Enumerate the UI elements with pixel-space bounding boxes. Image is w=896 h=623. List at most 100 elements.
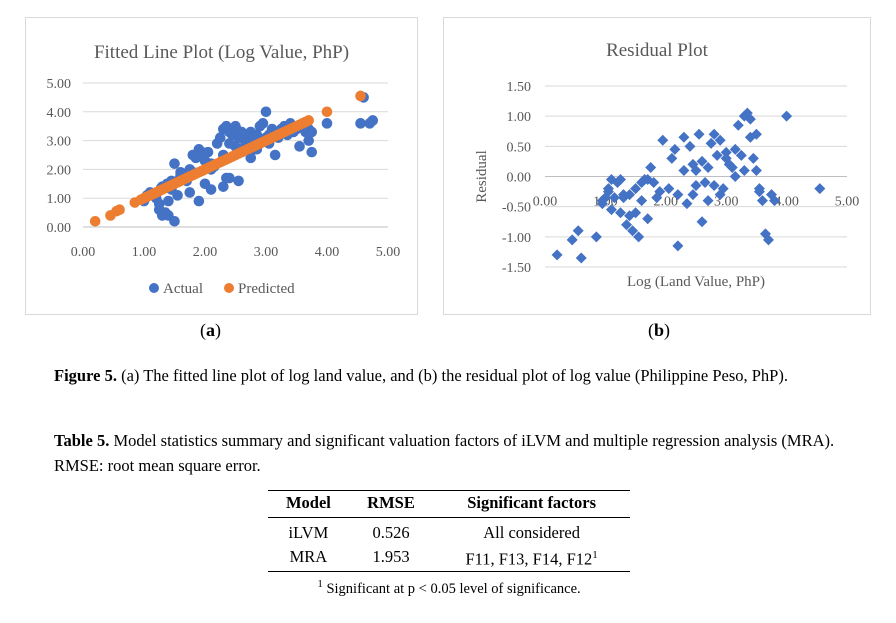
actual-point: [303, 135, 315, 146]
panel-b-label: (b): [648, 320, 671, 340]
residual-point: [699, 177, 711, 189]
residual-point: [621, 219, 633, 231]
residual-point: [735, 149, 747, 161]
residual-point: [708, 180, 720, 192]
residual-point: [627, 225, 639, 237]
residual-point: [708, 128, 720, 140]
residual-point: [590, 231, 602, 243]
y-tick-label: 1.00: [507, 110, 532, 125]
residual-point: [732, 119, 744, 131]
residual-point: [618, 192, 630, 204]
x-tick-label: 0.00: [533, 195, 558, 210]
residual-point: [624, 189, 636, 201]
table-cell: F11, F13, F14, F121: [433, 544, 630, 571]
actual-point: [294, 141, 305, 152]
residual-point: [756, 195, 768, 207]
y-tick-label: -0.50: [502, 201, 531, 216]
table-header-row: Model RMSE Significant factors: [268, 490, 630, 518]
residual-point: [781, 110, 793, 122]
y-tick-label: 5.00: [47, 77, 72, 92]
table-cell: iLVM: [288, 523, 329, 542]
y-tick-label: 0.00: [507, 171, 532, 186]
y-tick-label: 1.50: [507, 80, 532, 95]
residual-point: [678, 131, 690, 143]
y-tick-label: -1.50: [502, 261, 531, 276]
figure-caption-label: Figure 5.: [54, 366, 117, 385]
residual-point: [672, 189, 684, 201]
residual-point: [726, 161, 738, 173]
residual-point: [687, 158, 699, 170]
actual-point: [205, 184, 217, 195]
residual-point: [608, 192, 620, 204]
residual-point: [753, 183, 765, 195]
chart-title: Fitted Line Plot (Log Value, PhP): [93, 42, 350, 63]
residual-point: [729, 143, 741, 155]
residual-point: [738, 164, 750, 176]
table-cell: 1.953: [372, 547, 410, 567]
actual-point: [172, 190, 183, 201]
x-tick-label: 4.00: [774, 195, 799, 210]
residual-point: [702, 161, 714, 173]
actual-point: [169, 158, 180, 169]
fitted-line-plot-panel: Fitted Line Plot (Log Value, PhP) 0.00 1.…: [25, 17, 418, 315]
residual-point: [684, 140, 696, 152]
figure-caption-text: (a) The fitted line plot of log land val…: [116, 366, 788, 385]
residual-point: [705, 137, 717, 149]
x-axis-label: Log (Land Value, PhP): [627, 274, 765, 290]
residual-point: [633, 231, 645, 243]
residual-point: [572, 225, 584, 237]
residual-point: [666, 152, 678, 164]
fitted-line-plot-chart: 0.00 1.00 2.00 3.00 4.00 5.00 0.00 1.00 2.00 3.00…: [47, 77, 401, 297]
header-significant-factors: Significant factors: [467, 493, 596, 512]
residual-point: [566, 234, 578, 246]
residual-point: [575, 252, 587, 264]
residual-point: [729, 171, 741, 182]
y-tick-label: 3.00: [47, 135, 72, 150]
legend-label-actual: Actual: [163, 281, 203, 297]
y-tick-label: 4.00: [47, 106, 72, 121]
residual-plot-panel: Residual Plot 1.50 1.00 0.50 0.00 -0.50 -1.00…: [443, 17, 871, 315]
actual-point: [269, 149, 281, 161]
actual-point: [321, 118, 333, 129]
residual-point: [769, 195, 781, 207]
residual-point: [696, 216, 708, 228]
table-footnote: 1 Significant at p < 0.05 level of signi…: [268, 578, 630, 598]
y-tick-label: -1.00: [502, 231, 531, 246]
residual-point: [681, 198, 693, 210]
actual-point: [245, 152, 257, 164]
actual-point: [218, 181, 229, 192]
y-tick-label: 2.00: [47, 163, 72, 178]
actual-point: [202, 146, 214, 158]
table-caption: Table 5. Model statistics summary and si…: [54, 428, 844, 478]
actual-point: [153, 204, 165, 216]
residual-point: [696, 155, 708, 167]
residual-point: [762, 234, 774, 246]
actual-point: [257, 118, 269, 129]
residual-point: [669, 143, 681, 155]
actual-point: [184, 187, 196, 198]
residual-point: [630, 207, 642, 219]
model-statistics-table: Model RMSE Significant factors iLVM 0.52…: [268, 490, 630, 572]
residual-point: [714, 189, 726, 201]
residual-point: [645, 161, 657, 173]
actual-point: [355, 118, 366, 129]
predicted-point: [355, 90, 366, 102]
legend-label-predicted: Predicted: [238, 281, 295, 297]
y-tick-label: 1.00: [47, 192, 72, 207]
header-rmse: RMSE: [367, 493, 415, 512]
residual-point: [693, 128, 705, 140]
actual-point: [367, 115, 379, 126]
factor-list: F11, F13, F14, F12: [465, 549, 593, 569]
residual-point: [690, 180, 702, 192]
figure-caption: Figure 5. (a) The fitted line plot of lo…: [54, 363, 844, 388]
actual-point: [306, 126, 318, 138]
y-tick-label: 0.00: [47, 221, 72, 236]
residual-point: [654, 186, 666, 198]
predicted-point: [303, 115, 315, 126]
residual-point: [747, 152, 759, 164]
x-tick-label: 1.00: [132, 245, 157, 260]
residual-point: [642, 174, 654, 186]
residual-point: [551, 249, 563, 261]
actual-point: [233, 175, 244, 187]
residual-point: [615, 207, 626, 219]
